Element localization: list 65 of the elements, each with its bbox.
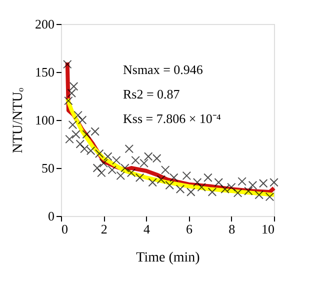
point xyxy=(78,116,87,124)
x-axis-title: Time (min) xyxy=(136,250,200,266)
point xyxy=(197,182,206,192)
point xyxy=(63,60,72,69)
point xyxy=(126,168,136,178)
point xyxy=(270,178,278,187)
y-tick-label: 200 xyxy=(35,16,54,32)
point xyxy=(208,188,217,196)
x-tick-label: 6 xyxy=(186,222,194,236)
y-tick-label: 100 xyxy=(35,112,54,128)
point xyxy=(64,96,73,106)
x-tick-label: 2 xyxy=(100,222,108,236)
y-axis-title: NTU/NTUₒ xyxy=(11,88,26,154)
annotation: Nsmax = 0.946 xyxy=(123,62,204,77)
point xyxy=(94,149,104,158)
point xyxy=(90,127,100,136)
point xyxy=(74,110,82,120)
annotation: Rs2 = 0.87 xyxy=(123,86,180,102)
point xyxy=(124,144,134,154)
point xyxy=(170,173,178,182)
point xyxy=(244,186,253,196)
point xyxy=(65,134,74,144)
point xyxy=(82,130,91,139)
y-tick-label: 0 xyxy=(48,208,54,224)
point xyxy=(152,154,162,163)
point xyxy=(176,184,185,194)
point xyxy=(160,166,170,174)
point xyxy=(258,178,268,188)
point xyxy=(220,184,230,194)
point xyxy=(76,140,85,148)
point xyxy=(92,164,102,172)
point xyxy=(148,178,157,187)
point xyxy=(103,152,112,161)
point xyxy=(80,144,89,154)
point xyxy=(182,171,192,180)
point xyxy=(192,178,202,187)
x-tick-label: 10 xyxy=(262,222,274,236)
x-tick-label: 8 xyxy=(228,222,236,236)
point xyxy=(214,178,223,187)
point xyxy=(254,190,264,200)
point xyxy=(86,146,96,156)
point xyxy=(233,188,242,198)
point xyxy=(186,188,196,196)
annotation: Kss = 7.806 × 10⁻⁴ xyxy=(123,111,222,126)
point xyxy=(72,130,80,139)
point xyxy=(144,152,153,161)
point xyxy=(131,156,140,165)
x-tick-label: 4 xyxy=(143,222,150,236)
point xyxy=(265,192,274,202)
y-tick-label: 150 xyxy=(35,64,54,80)
point xyxy=(108,166,116,174)
point xyxy=(135,173,144,182)
point xyxy=(156,175,166,184)
x-tick-label: 0 xyxy=(62,222,68,236)
point xyxy=(204,173,212,182)
point xyxy=(165,180,174,190)
point xyxy=(140,158,148,168)
point xyxy=(120,164,130,172)
point xyxy=(68,120,78,130)
point xyxy=(238,177,246,186)
point xyxy=(248,180,258,190)
y-tick-label: 50 xyxy=(42,160,54,176)
point xyxy=(227,182,236,192)
point xyxy=(116,171,126,180)
point xyxy=(112,156,121,165)
